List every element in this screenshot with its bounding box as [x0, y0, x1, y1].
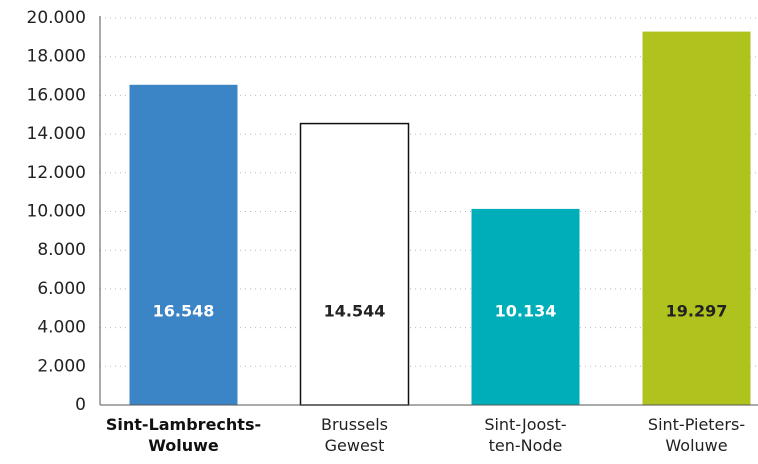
value-label: 10.134: [495, 302, 557, 321]
x-tick-label: Sint-Joost- ten-Node: [484, 415, 567, 455]
value-label: 14.544: [324, 302, 386, 321]
x-tick-label: Sint-Pieters- Woluwe: [647, 415, 746, 455]
value-label: 16.548: [153, 302, 215, 321]
bar: [129, 84, 238, 405]
y-tick-label: 16.000: [27, 85, 86, 105]
bar: [299, 122, 410, 406]
bar: [642, 31, 751, 405]
y-tick-label: 20.000: [27, 8, 86, 28]
y-tick-label: 2.000: [37, 356, 86, 376]
bar: [471, 208, 580, 405]
x-tick-label: Sint-Lambrechts- Woluwe: [105, 415, 262, 455]
value-label: 19.297: [666, 302, 728, 321]
y-tick-label: 4.000: [37, 318, 86, 338]
y-tick-label: 18.000: [27, 47, 86, 67]
x-tick-label: Brussels Gewest: [321, 415, 388, 455]
y-tick-label: 8.000: [37, 240, 86, 260]
y-tick-label: 0: [75, 395, 86, 415]
y-tick-label: 14.000: [27, 124, 86, 144]
y-tick-label: 12.000: [27, 163, 86, 183]
y-tick-label: 6.000: [37, 279, 86, 299]
y-tick-label: 10.000: [27, 202, 86, 222]
